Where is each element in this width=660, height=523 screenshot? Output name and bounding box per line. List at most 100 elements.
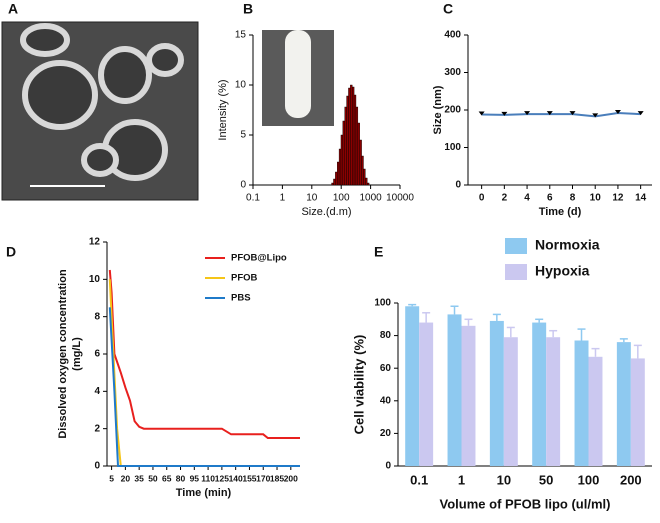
x-axis-title: Time (min)	[176, 487, 232, 499]
tube	[285, 30, 311, 118]
y-tick-label: 300	[444, 67, 461, 78]
panel-label: B	[243, 1, 253, 17]
marker	[592, 113, 599, 118]
bar	[361, 155, 364, 186]
y-tick-label: 100	[444, 142, 461, 153]
panel-label: E	[374, 244, 383, 260]
marker	[546, 111, 553, 116]
bar	[331, 182, 334, 186]
bar	[344, 106, 347, 186]
x-tick-label: 0	[479, 193, 485, 204]
bar	[461, 325, 476, 466]
bar	[363, 168, 366, 186]
bar	[419, 322, 434, 466]
x-tick-label: 185	[270, 473, 284, 483]
x-tick-label: 4	[524, 193, 530, 204]
legend-swatch	[505, 238, 527, 254]
y-tick-label: 15	[235, 30, 247, 41]
x-axis-title: Size.(d.m)	[301, 206, 351, 218]
legend-swatch	[505, 264, 527, 280]
y-tick-label: 6	[94, 349, 100, 360]
bar	[357, 122, 360, 186]
y-axis-title: Intensity (%)	[217, 79, 229, 140]
x-tick-label: 1	[280, 193, 286, 204]
panel-label: C	[443, 1, 453, 17]
bar	[350, 84, 353, 186]
bar	[447, 314, 462, 466]
bar	[405, 306, 420, 466]
vesicle	[98, 46, 152, 104]
y-tick-label: 12	[89, 237, 101, 248]
bar	[365, 177, 368, 186]
x-tick-label: 2	[502, 193, 508, 204]
x-tick-label: 20	[121, 473, 131, 483]
x-tick-label: 110	[201, 473, 215, 483]
marker	[501, 111, 508, 116]
x-tick-label: 10000	[386, 193, 414, 204]
bar	[616, 342, 631, 466]
y-tick-label: 40	[380, 395, 392, 406]
y-axis-title: Cell viability (%)	[351, 335, 366, 435]
y-tick-label: 400	[444, 30, 461, 41]
marker	[569, 111, 576, 116]
panel-label: D	[6, 244, 16, 260]
x-tick-label: 155	[242, 473, 256, 483]
y-tick-label: 100	[374, 298, 391, 309]
y-axis-title: Size (nm)	[432, 85, 444, 134]
bar	[337, 161, 340, 186]
x-tick-label: 65	[162, 473, 172, 483]
x-tick-label: 14	[635, 193, 647, 204]
y-tick-label: 0	[94, 461, 100, 472]
line	[108, 269, 300, 439]
line	[108, 307, 300, 467]
y-axis-title: (mg/L)	[71, 337, 83, 371]
marker	[637, 111, 644, 116]
legend-label: PFOB@Lipo	[231, 253, 287, 264]
bar	[532, 322, 547, 466]
vesicle	[22, 60, 98, 130]
x-tick-label: 5	[109, 473, 114, 483]
x-tick-label: 50	[539, 472, 553, 487]
y-axis-title: Dissolved oxygen concentration	[57, 269, 69, 439]
x-tick-label: 10	[590, 193, 602, 204]
bar	[353, 94, 357, 186]
y-tick-label: 20	[380, 428, 392, 439]
x-tick-label: 100	[333, 193, 350, 204]
x-tick-label: 125	[215, 473, 229, 483]
y-tick-label: 10	[89, 274, 101, 285]
legend-label: PFOB	[231, 273, 258, 284]
x-tick-label: 140	[229, 473, 243, 483]
bar	[546, 337, 561, 466]
panel-label: A	[8, 1, 18, 17]
x-tick-label: 10	[497, 472, 511, 487]
y-tick-label: 4	[94, 386, 100, 397]
bar	[340, 134, 344, 186]
bar	[574, 340, 589, 466]
x-tick-label: 6	[547, 193, 553, 204]
x-axis-title: Time (d)	[539, 206, 582, 218]
x-tick-label: 1000	[359, 193, 382, 204]
bar	[503, 337, 518, 466]
bar	[359, 139, 362, 186]
bar	[342, 120, 345, 186]
vesicle	[20, 23, 70, 57]
x-tick-label: 35	[134, 473, 144, 483]
bar	[630, 358, 645, 466]
y-tick-label: 0	[385, 461, 391, 472]
bar	[338, 148, 342, 186]
x-tick-label: 95	[190, 473, 200, 483]
y-tick-label: 0	[240, 180, 246, 191]
marker	[524, 111, 531, 116]
x-tick-label: 10	[306, 193, 318, 204]
x-tick-label: 200	[620, 472, 642, 487]
x-axis-title: Volume of PFOB lipo (ul/ml)	[440, 496, 611, 511]
x-tick-label: 50	[148, 473, 158, 483]
bar	[352, 86, 355, 186]
x-tick-label: 12	[612, 193, 624, 204]
x-tick-label: 100	[578, 472, 600, 487]
x-tick-label: 80	[176, 473, 186, 483]
bar	[333, 178, 336, 186]
x-tick-label: 0.1	[410, 472, 428, 487]
bar	[489, 320, 504, 466]
